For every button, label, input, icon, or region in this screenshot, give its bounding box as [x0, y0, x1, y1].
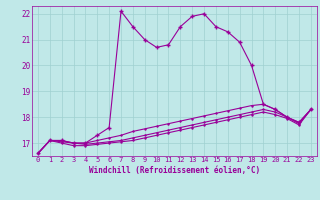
- X-axis label: Windchill (Refroidissement éolien,°C): Windchill (Refroidissement éolien,°C): [89, 166, 260, 175]
